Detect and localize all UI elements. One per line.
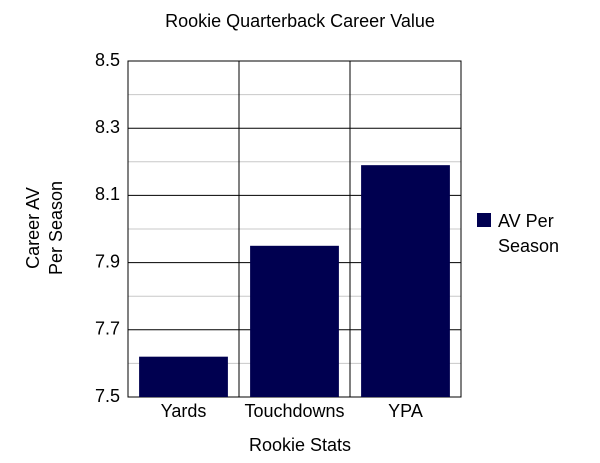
y-tick-label: 7.9 — [95, 251, 120, 271]
y-tick-label: 8.3 — [95, 117, 120, 137]
x-tick-label: Touchdowns — [244, 401, 344, 421]
x-axis-label: Rookie Stats — [249, 435, 351, 455]
x-tick-label: Yards — [161, 401, 207, 421]
x-tick-label: YPA — [388, 401, 423, 421]
legend-swatch — [477, 213, 491, 227]
y-tick-label: 7.5 — [95, 386, 120, 406]
y-tick-label: 8.5 — [95, 50, 120, 70]
y-axis-label: Career AV Per Season — [23, 180, 66, 276]
bar — [361, 165, 450, 397]
bar — [139, 356, 228, 397]
chart-title: Rookie Quarterback Career Value — [165, 11, 435, 31]
legend-label: AV Per Season — [498, 211, 560, 256]
y-tick-label: 7.7 — [95, 319, 120, 339]
bar — [250, 245, 339, 397]
y-tick-label: 8.1 — [95, 184, 120, 204]
